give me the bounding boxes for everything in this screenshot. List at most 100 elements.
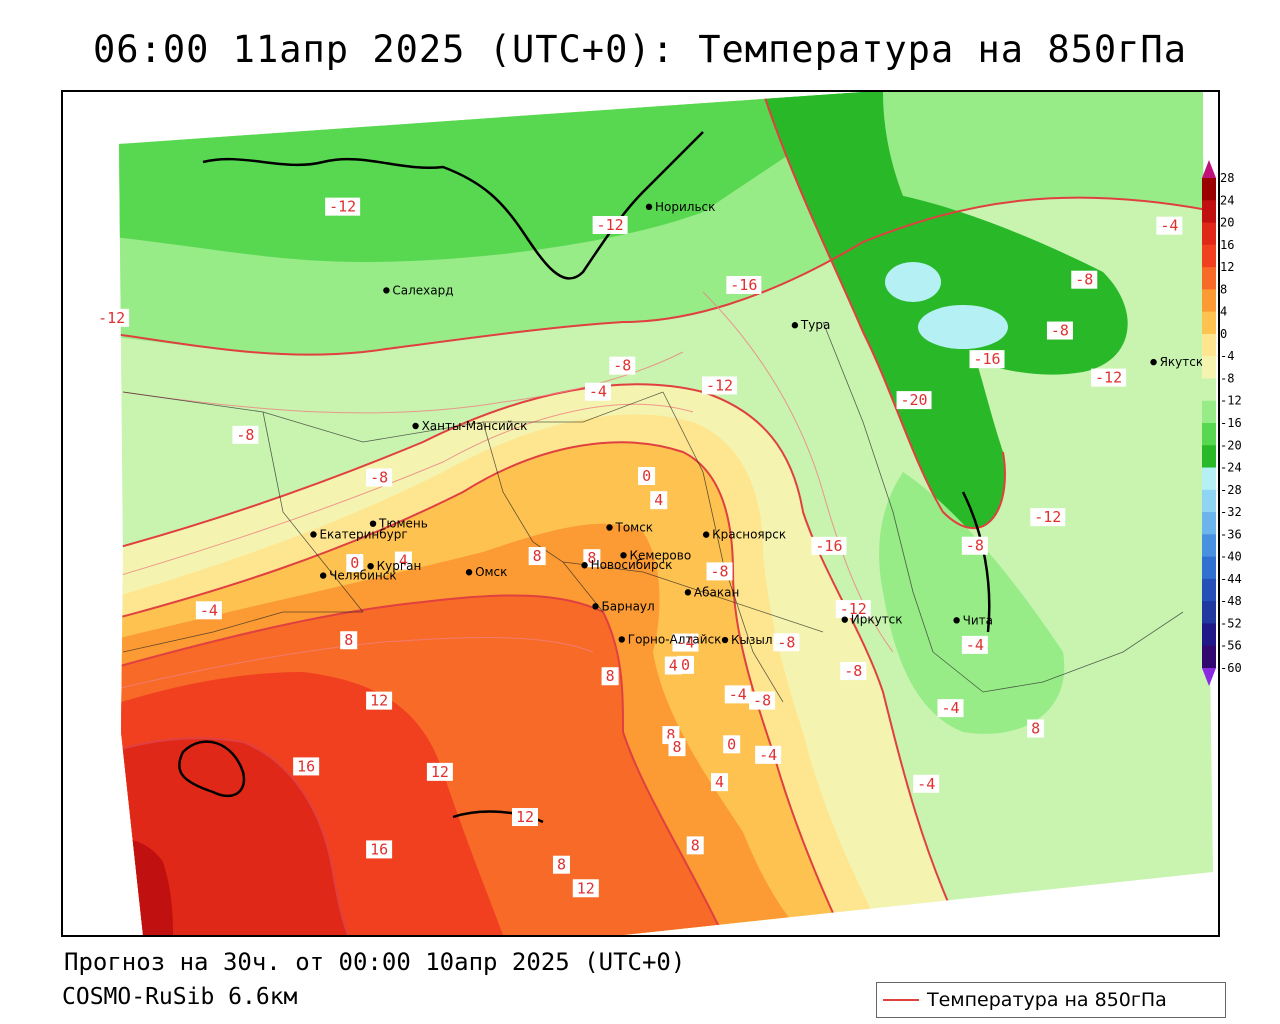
isotherm-label: -8: [613, 357, 631, 375]
colorbar-swatch: [1202, 423, 1216, 446]
isotherm-label-bg: [325, 197, 361, 216]
isotherm-label: 4: [669, 657, 678, 675]
isotherm-label: -4: [966, 636, 984, 654]
isotherm-label: -16: [815, 537, 842, 555]
colorbar-min-arrow: [1202, 668, 1216, 686]
city-label: Чита: [963, 613, 993, 627]
isotherm-label: -8: [1051, 322, 1069, 340]
isotherm-label-bg: [1046, 321, 1073, 340]
colorbar-tick-label: -12: [1220, 394, 1242, 408]
isotherm-label: 4: [715, 773, 724, 791]
isotherm-label: -4: [917, 775, 935, 793]
city-dot: [369, 520, 377, 527]
isotherm-label-bg: [1156, 216, 1183, 235]
isotherm-label-bg: [1030, 508, 1066, 527]
isotherm-label-bg: [723, 735, 741, 754]
map-panel[interactable]: -4 -8 -8 -12 -12 -12 -16 -16 -12 -20 -8 -4 -12 -8 -8 0 4…: [61, 90, 1220, 937]
colorbar-swatch: [1202, 400, 1216, 424]
isotherm-label: 0: [681, 656, 690, 674]
isotherm-label-bg: [937, 699, 964, 718]
isotherm-label-bg: [94, 308, 130, 327]
isotherm-label-bg: [583, 549, 601, 568]
isotherm-label: 0: [642, 467, 651, 485]
colorbar-tick-label: 28: [1220, 171, 1234, 185]
city-label: Тюмень: [378, 517, 428, 531]
city-dot: [310, 531, 317, 538]
isotherm-label: -8: [966, 537, 984, 555]
temperature-map: -4-8-8-12-12-12-16-16-12-20-8-4 -12-8-8 04…: [63, 92, 1218, 935]
city-dot: [606, 524, 613, 531]
isotherm-label: 8: [1031, 720, 1040, 738]
isotherm-label: -4: [759, 746, 777, 764]
colorbar-swatch: [1202, 333, 1216, 357]
isotherm-label-bg: [195, 601, 222, 620]
isotherm-label-bg: [340, 631, 358, 650]
isotherm-label-bg: [232, 425, 259, 444]
isotherm-label: 8: [672, 738, 681, 756]
city-label: Салехард: [392, 283, 453, 297]
city-dot: [702, 531, 710, 538]
model-info: COSMO-RuSib 6.6км: [62, 984, 298, 1010]
isotherm-label: -8: [1075, 271, 1093, 289]
colorbar-swatch: [1202, 200, 1216, 224]
isotherm-label-bg: [1071, 270, 1098, 289]
city-label: Кемерово: [629, 548, 691, 562]
isotherm-label-bg: [835, 600, 871, 619]
city-dot: [367, 562, 374, 570]
isotherm-label: -8: [370, 468, 388, 486]
colorbar-swatch: [1202, 512, 1216, 535]
isotherm-label-bg: [601, 667, 619, 686]
isotherm-label: -8: [236, 426, 254, 444]
isotherm-label: -8: [777, 633, 795, 651]
colorbar-swatch: [1202, 534, 1216, 558]
isotherm-label: -12: [329, 198, 356, 216]
isotherm-label-bg: [572, 879, 599, 898]
colorbar-swatch: [1202, 267, 1216, 290]
isotherm-label-bg: [1091, 368, 1127, 387]
isotherm-label-bg: [366, 840, 393, 859]
isotherm-label: 4: [399, 552, 408, 570]
colorbar-tick-label: -52: [1220, 616, 1242, 630]
colorbar-swatch: [1202, 378, 1216, 402]
colorbar-swatch: [1202, 556, 1216, 580]
city-dot: [383, 287, 390, 294]
colorbar-tick-label: 24: [1220, 193, 1234, 207]
colorbar-tick-label: -20: [1220, 438, 1242, 452]
colorbar-swatch: [1202, 222, 1216, 246]
isotherm-labels: -4-8-8-12-12-12-16-16-12-20-8-4 -12-8-8 04…: [94, 197, 1183, 898]
isotherm-label: 16: [370, 840, 388, 858]
isotherm-label-bg: [394, 551, 412, 570]
isotherm-label: -4: [589, 383, 607, 401]
colorbar-tick-label: -32: [1220, 505, 1242, 519]
isotherm-label-bg: [961, 536, 988, 555]
isotherm-label-bg: [609, 356, 636, 375]
isotherm-label: 8: [344, 631, 353, 649]
city-label: Ханты-Мансийск: [422, 419, 528, 433]
isotherm-label: 16: [297, 757, 315, 775]
isotherm-label-bg: [366, 691, 393, 710]
isotherm-label: 8: [606, 667, 615, 685]
isotherm-label: -4: [729, 685, 747, 703]
isotherm-label: 0: [727, 735, 736, 753]
isotherm-label: -16: [973, 350, 1000, 368]
city-markers: Норильск Салехард Тура Якутск Ханты-Мансийск…: [310, 200, 1203, 647]
isotherm-label-bg: [749, 691, 776, 710]
isotherm-label-bg: [913, 774, 940, 793]
isotherm-label-bg: [702, 376, 738, 395]
isotherm-label: -4: [941, 699, 959, 717]
isotherm-label-bg: [726, 275, 762, 294]
colorbar-swatch: [1202, 244, 1216, 268]
isotherm-label-bg: [592, 215, 628, 234]
colorbar-tick-label: -36: [1220, 527, 1242, 541]
city-label: Томск: [614, 521, 653, 535]
isotherm-label: -12: [1034, 508, 1061, 526]
isotherm-label-bg: [650, 491, 668, 510]
colorbar-tick-label: -56: [1220, 639, 1242, 653]
city-label: Екатеринбург: [319, 527, 407, 541]
city-label: Норильск: [655, 200, 715, 214]
isotherm-label: 12: [431, 763, 449, 781]
city-label: Красноярск: [712, 528, 786, 542]
city-label: Барнаул: [602, 599, 655, 613]
colorbar-tick-label: -28: [1220, 483, 1242, 497]
isotherm-label-bg: [896, 391, 932, 410]
